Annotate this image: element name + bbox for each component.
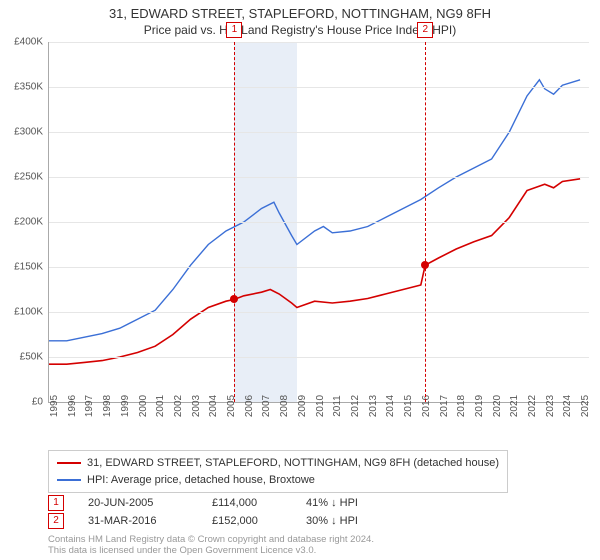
x-axis-label: 2014 — [385, 395, 396, 417]
legend-swatch — [57, 462, 81, 464]
x-axis-label: 2013 — [368, 395, 379, 417]
sale-marker-badge: 1 — [226, 22, 242, 38]
x-axis-label: 2024 — [562, 395, 573, 417]
y-axis-label: £100K — [14, 307, 43, 318]
sale-badge: 2 — [48, 513, 64, 529]
x-axis-label: 2006 — [244, 395, 255, 417]
x-axis-label: 2021 — [509, 395, 520, 417]
x-axis-label: 2007 — [261, 395, 272, 417]
chart-area: £0£50K£100K£150K£200K£250K£300K£350K£400… — [48, 42, 588, 422]
sale-marker-line — [234, 42, 235, 402]
x-axis-label: 2011 — [332, 395, 343, 417]
series-property — [49, 179, 580, 364]
x-axis-label: 1997 — [84, 395, 95, 417]
x-axis-label: 2008 — [279, 395, 290, 417]
x-axis-label: 2012 — [350, 395, 361, 417]
sale-marker-badge: 2 — [417, 22, 433, 38]
x-axis-label: 2003 — [191, 395, 202, 417]
sales-row: 1 20-JUN-2005 £114,000 41% ↓ HPI — [48, 494, 386, 512]
sale-delta: 30% ↓ HPI — [306, 515, 386, 527]
legend-swatch — [57, 479, 81, 481]
sale-date: 20-JUN-2005 — [88, 497, 188, 509]
gridline — [49, 132, 589, 133]
chart-container: 31, EDWARD STREET, STAPLEFORD, NOTTINGHA… — [0, 0, 600, 560]
x-axis-label: 2015 — [403, 395, 414, 417]
legend-row: 31, EDWARD STREET, STAPLEFORD, NOTTINGHA… — [57, 455, 499, 472]
x-axis-label: 1999 — [120, 395, 131, 417]
x-axis-label: 2002 — [173, 395, 184, 417]
y-axis-label: £200K — [14, 217, 43, 228]
sale-price: £152,000 — [212, 515, 282, 527]
x-axis-label: 2020 — [492, 395, 503, 417]
y-axis-label: £0 — [32, 397, 43, 408]
gridline — [49, 87, 589, 88]
copyright-line: Contains HM Land Registry data © Crown c… — [48, 534, 374, 545]
sale-marker-dot — [230, 295, 238, 303]
x-axis-label: 2005 — [226, 395, 237, 417]
plot-region: £0£50K£100K£150K£200K£250K£300K£350K£400… — [48, 42, 589, 403]
x-axis-label: 2010 — [315, 395, 326, 417]
y-axis-label: £350K — [14, 82, 43, 93]
x-axis-label: 2022 — [527, 395, 538, 417]
y-axis-label: £300K — [14, 127, 43, 138]
y-axis-label: £250K — [14, 172, 43, 183]
x-axis-label: 2001 — [155, 395, 166, 417]
x-axis-label: 2017 — [439, 395, 450, 417]
chart-subtitle: Price paid vs. HM Land Registry's House … — [0, 23, 600, 41]
sales-row: 2 31-MAR-2016 £152,000 30% ↓ HPI — [48, 512, 386, 530]
copyright-line: This data is licensed under the Open Gov… — [48, 545, 374, 556]
sales-table: 1 20-JUN-2005 £114,000 41% ↓ HPI 2 31-MAR-201… — [48, 494, 386, 530]
y-axis-label: £400K — [14, 37, 43, 48]
x-axis-label: 2018 — [456, 395, 467, 417]
legend-row: HPI: Average price, detached house, Brox… — [57, 472, 499, 489]
y-axis-label: £50K — [20, 352, 43, 363]
x-axis-label: 2023 — [545, 395, 556, 417]
legend-label: HPI: Average price, detached house, Brox… — [87, 472, 315, 489]
x-axis-label: 1996 — [67, 395, 78, 417]
gridline — [49, 222, 589, 223]
sale-marker-line — [425, 42, 426, 402]
chart-title: 31, EDWARD STREET, STAPLEFORD, NOTTINGHA… — [0, 0, 600, 23]
sale-delta: 41% ↓ HPI — [306, 497, 386, 509]
x-axis-label: 2025 — [580, 395, 591, 417]
gridline — [49, 267, 589, 268]
sale-marker-dot — [421, 261, 429, 269]
gridline — [49, 312, 589, 313]
gridline — [49, 42, 589, 43]
x-axis-label: 1998 — [102, 395, 113, 417]
sale-date: 31-MAR-2016 — [88, 515, 188, 527]
legend: 31, EDWARD STREET, STAPLEFORD, NOTTINGHA… — [48, 450, 508, 493]
x-axis-label: 1995 — [49, 395, 60, 417]
x-axis-label: 2000 — [138, 395, 149, 417]
legend-label: 31, EDWARD STREET, STAPLEFORD, NOTTINGHA… — [87, 455, 499, 472]
y-axis-label: £150K — [14, 262, 43, 273]
gridline — [49, 357, 589, 358]
sale-badge: 1 — [48, 495, 64, 511]
copyright-notice: Contains HM Land Registry data © Crown c… — [48, 534, 374, 557]
x-axis-label: 2009 — [297, 395, 308, 417]
x-axis-label: 2019 — [474, 395, 485, 417]
x-axis-label: 2016 — [421, 395, 432, 417]
x-axis-label: 2004 — [208, 395, 219, 417]
sale-price: £114,000 — [212, 497, 282, 509]
gridline — [49, 177, 589, 178]
